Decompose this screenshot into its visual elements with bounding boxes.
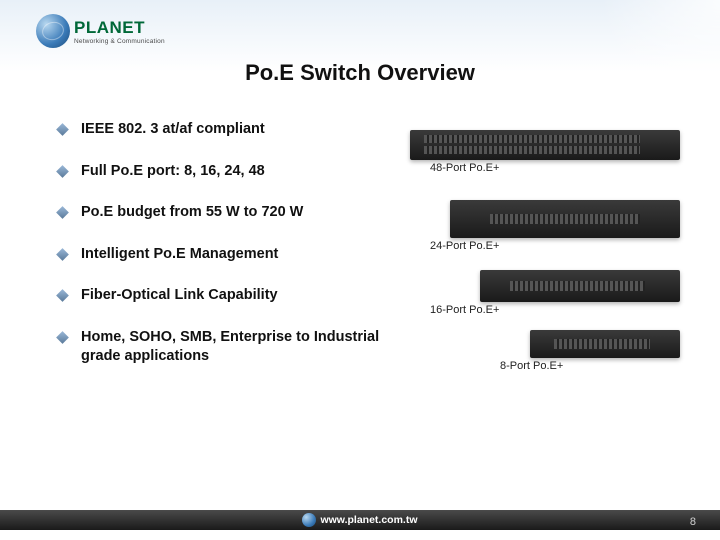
switch-item: 16-Port Po.E+ xyxy=(400,270,680,316)
bullet-text: Home, SOHO, SMB, Enterprise to Industria… xyxy=(81,328,388,367)
list-item: Po.E budget from 55 W to 720 W xyxy=(58,203,388,223)
switch-image-16 xyxy=(480,270,680,302)
bullet-icon xyxy=(56,123,69,136)
switch-images-column: 48-Port Po.E+ 24-Port Po.E+ 16-Port Po.E… xyxy=(400,130,680,380)
ports-row xyxy=(554,339,650,349)
list-item: IEEE 802. 3 at/af compliant xyxy=(58,120,388,140)
ports-row xyxy=(424,146,640,154)
brand-text: PLANET Networking & Communication xyxy=(74,18,165,45)
switch-item: 8-Port Po.E+ xyxy=(400,330,680,372)
list-item: Fiber-Optical Link Capability xyxy=(58,286,388,306)
bullet-text: Fiber-Optical Link Capability xyxy=(81,286,278,306)
brand-name: PLANET xyxy=(74,18,165,38)
bullet-text: IEEE 802. 3 at/af compliant xyxy=(81,120,265,140)
ports-row xyxy=(424,135,640,143)
switch-caption: 8-Port Po.E+ xyxy=(500,360,680,372)
footer-bar: www.planet.com.tw xyxy=(0,510,720,530)
bullet-list: IEEE 802. 3 at/af compliant Full Po.E po… xyxy=(58,120,388,389)
brand-tagline: Networking & Communication xyxy=(74,38,165,45)
page-title: Po.E Switch Overview xyxy=(0,60,720,86)
list-item: Full Po.E port: 8, 16, 24, 48 xyxy=(58,162,388,182)
switch-caption: 48-Port Po.E+ xyxy=(430,162,680,174)
switch-image-48 xyxy=(410,130,680,160)
bullet-icon xyxy=(56,331,69,344)
globe-icon xyxy=(36,14,70,48)
bullet-text: Full Po.E port: 8, 16, 24, 48 xyxy=(81,162,265,182)
list-item: Home, SOHO, SMB, Enterprise to Industria… xyxy=(58,328,388,367)
bullet-icon xyxy=(56,165,69,178)
list-item: Intelligent Po.E Management xyxy=(58,245,388,265)
bullet-icon xyxy=(56,289,69,302)
bullet-text: Po.E budget from 55 W to 720 W xyxy=(81,203,303,223)
ports-row xyxy=(510,281,645,291)
bullet-icon xyxy=(56,248,69,261)
globe-icon xyxy=(302,513,316,527)
bullet-text: Intelligent Po.E Management xyxy=(81,245,278,265)
page-number: 8 xyxy=(690,516,696,528)
switch-caption: 16-Port Po.E+ xyxy=(430,304,680,316)
footer-url: www.planet.com.tw xyxy=(320,514,417,526)
brand-logo: PLANET Networking & Communication xyxy=(36,14,165,48)
switch-image-8 xyxy=(530,330,680,358)
switch-caption: 24-Port Po.E+ xyxy=(430,240,680,252)
switch-image-24 xyxy=(450,200,680,238)
switch-item: 48-Port Po.E+ xyxy=(400,130,680,174)
switch-item: 24-Port Po.E+ xyxy=(400,200,680,252)
bullet-icon xyxy=(56,206,69,219)
ports-row xyxy=(490,214,640,224)
